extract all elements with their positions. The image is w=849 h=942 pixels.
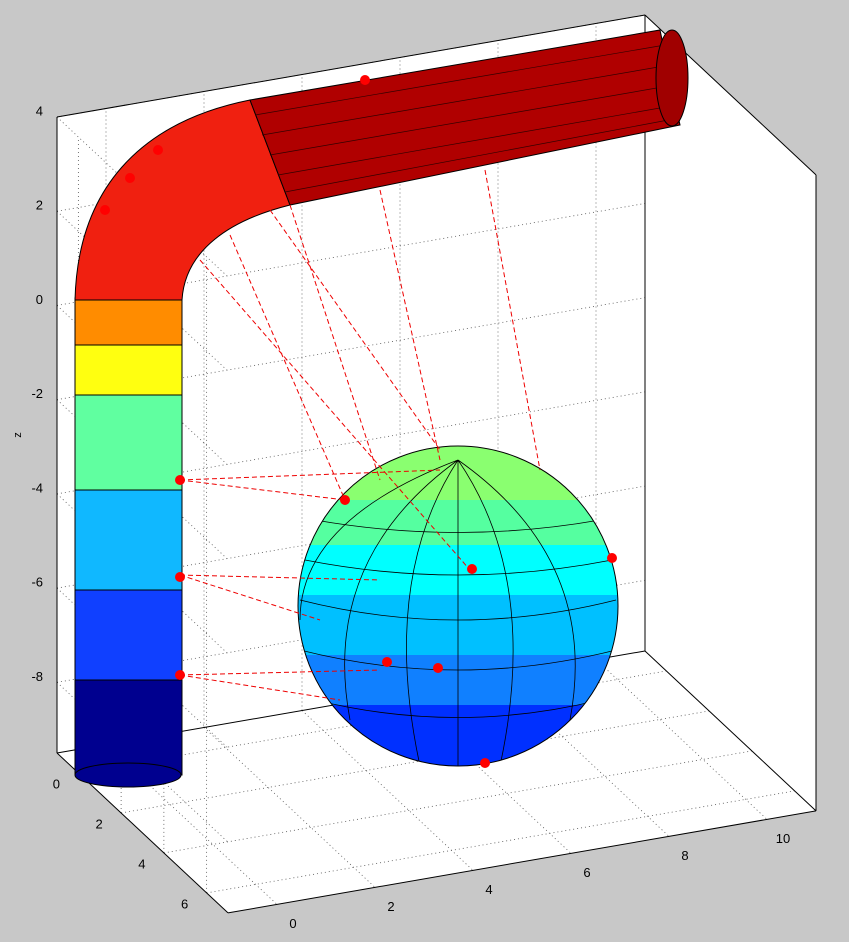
cylinder-band [74, 344, 183, 396]
z-tick-label: -4 [31, 480, 43, 495]
axis-edge [644, 650, 817, 812]
x-tick-label: 2 [387, 899, 394, 914]
z-axis-label: z [12, 432, 24, 438]
x-tick-label: 0 [289, 916, 296, 931]
x-tick-label: 4 [485, 882, 492, 897]
cylinder-band [74, 589, 183, 681]
y-tick-label: 6 [181, 896, 188, 911]
y-tick-label: 2 [96, 816, 103, 831]
y-tick-label: 4 [138, 856, 145, 871]
cylinder-band [74, 489, 183, 591]
x-tick-label: 10 [776, 831, 790, 846]
pipe-bend [74, 99, 291, 301]
z-tick-label: -8 [31, 669, 43, 684]
cylinder-band [74, 679, 183, 776]
z-tick-label: 0 [36, 292, 43, 307]
cylinder-band [74, 394, 183, 491]
z-tick-label: 4 [36, 103, 43, 118]
axis-edge [56, 14, 646, 118]
cylinder-cap [74, 762, 182, 788]
z-tick-label: 2 [36, 198, 43, 213]
axis-edge [227, 810, 817, 914]
x-tick-label: 6 [583, 865, 590, 880]
pipe-end [655, 29, 689, 127]
z-tick-label: -2 [31, 386, 43, 401]
z-tick-label: -6 [31, 575, 43, 590]
cylinder-band [74, 297, 183, 346]
x-tick-label: 8 [681, 848, 688, 863]
y-tick-label: 0 [53, 776, 60, 791]
